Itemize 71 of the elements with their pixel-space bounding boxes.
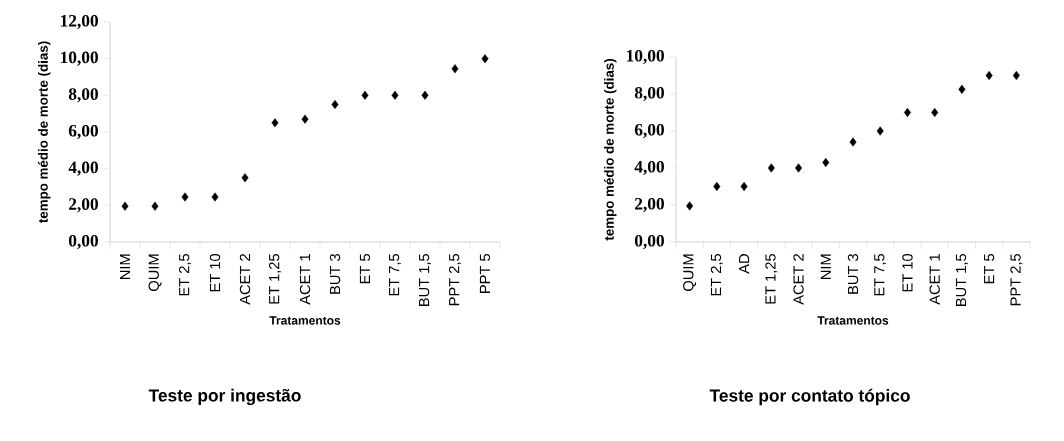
text: Teste por contato tópico xyxy=(709,388,910,406)
y-tick-label: 2,00 xyxy=(69,198,98,213)
x-tick-label: ET 7,5 xyxy=(874,254,887,296)
point xyxy=(421,90,429,100)
x-tick-label: QUIM xyxy=(148,254,162,291)
point xyxy=(151,201,159,211)
x-tick-label: ET 7,5 xyxy=(389,254,401,296)
y-tick-label: 6,00 xyxy=(68,124,98,140)
point xyxy=(271,118,279,128)
x-tick-label: NIM xyxy=(820,254,831,280)
x-tick-label: ET 10 xyxy=(209,253,221,292)
x-tick-label: ET 5 xyxy=(984,254,995,284)
x-tick-label: ACET 2 xyxy=(239,254,251,305)
x-tick-label: ET 5 xyxy=(359,254,371,284)
x-tick-label: ACET 1 xyxy=(299,254,311,305)
point xyxy=(903,107,911,118)
point xyxy=(481,54,489,64)
point xyxy=(211,192,219,202)
point xyxy=(301,114,309,124)
x-axis-title: Tratamentos xyxy=(269,316,341,325)
point xyxy=(361,90,369,100)
x-axis-title: Tratamentos xyxy=(817,316,889,325)
x-tick-label: ACET 1 xyxy=(929,254,940,305)
x-tick-label: BUT 1,5 xyxy=(955,254,968,306)
y-tick-label: 4,00 xyxy=(634,160,664,176)
y-axis-title: tempo médio de morte (dias) xyxy=(603,59,617,241)
point xyxy=(451,64,459,74)
point xyxy=(822,157,830,167)
y-tick-label: 0,00 xyxy=(68,234,98,250)
text: Teste por ingestão xyxy=(148,388,301,406)
point xyxy=(713,181,721,192)
y-axis-title: tempo médio de morte (dias) xyxy=(37,41,51,223)
x-tick-label: ET 2,5 xyxy=(710,254,723,296)
point xyxy=(241,173,249,183)
x-tick-label: BUT 3 xyxy=(847,254,859,294)
point xyxy=(121,201,129,211)
point xyxy=(391,90,399,100)
x-tick-label: PPT 5 xyxy=(479,254,491,293)
x-tick-label: ET 2,5 xyxy=(178,254,192,296)
x-tick-label: ET 1,25 xyxy=(765,254,778,304)
point xyxy=(181,192,189,202)
x-tick-label: BUT 3 xyxy=(329,254,341,294)
x-tick-label: PPT 2,5 xyxy=(1010,254,1023,306)
y-tick-label: 4,00 xyxy=(68,161,98,176)
point xyxy=(1012,70,1020,81)
point xyxy=(985,70,993,81)
x-tick-label: PPT 2,5 xyxy=(448,254,462,306)
y-tick-label: 10,00 xyxy=(61,51,98,66)
x-tick-label: AD xyxy=(739,254,750,274)
y-tick-label: 12,00 xyxy=(61,14,98,30)
y-tick-label: 2,00 xyxy=(635,197,664,213)
x-tick-label: ET 10 xyxy=(902,253,913,292)
x-tick-label: NIM xyxy=(119,254,131,280)
point xyxy=(849,137,857,147)
x-tick-label: QUIM xyxy=(683,254,697,291)
y-tick-label: 6,00 xyxy=(634,123,664,139)
point xyxy=(958,84,966,94)
y-tick-label: 8,00 xyxy=(68,88,98,103)
point xyxy=(740,181,748,192)
y-tick-label: 10,00 xyxy=(627,49,664,65)
point xyxy=(331,99,339,110)
point xyxy=(767,163,775,173)
y-tick-label: 8,00 xyxy=(634,86,664,102)
point xyxy=(876,126,884,136)
point xyxy=(931,107,939,118)
x-tick-label: BUT 1,5 xyxy=(419,254,431,306)
x-tick-label: ACET 2 xyxy=(793,254,804,305)
y-tick-label: 0,00 xyxy=(634,234,664,250)
point xyxy=(686,201,694,211)
point xyxy=(795,163,803,173)
x-tick-label: ET 1,25 xyxy=(268,254,282,304)
